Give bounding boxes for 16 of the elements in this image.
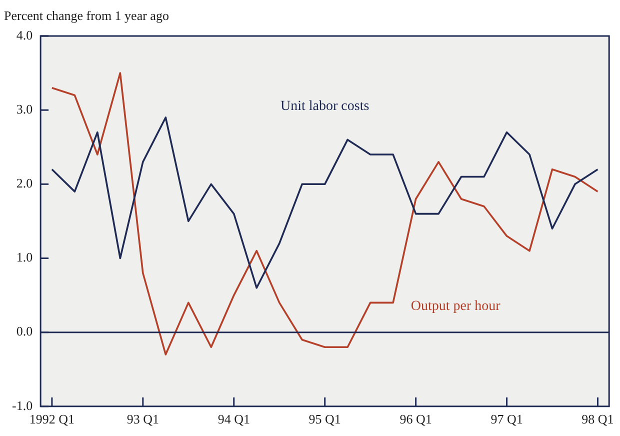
x-tick-label: 1992 Q1 xyxy=(29,412,75,427)
y-tick-label: 2.0 xyxy=(16,176,33,191)
y-tick-label: 4.0 xyxy=(16,27,33,42)
y-axis-title: Percent change from 1 year ago xyxy=(4,8,169,24)
x-tick-label: 93 Q1 xyxy=(126,412,159,427)
x-tick-label: 97 Q1 xyxy=(490,412,523,427)
y-tick-label: 0.0 xyxy=(16,324,33,339)
x-tick-label: 96 Q1 xyxy=(400,412,432,427)
y-tick-label: 1.0 xyxy=(16,250,33,265)
x-tick-label: 95 Q1 xyxy=(308,412,341,427)
text: Unit labor costs xyxy=(280,99,370,114)
y-tick-label: 3.0 xyxy=(16,102,33,116)
x-tick-label: 94 Q1 xyxy=(218,412,250,427)
series-label: Output per hour xyxy=(410,299,501,314)
y-tick-label: -1.0 xyxy=(12,398,33,413)
x-tick-label: 98 Q1 xyxy=(582,412,614,427)
